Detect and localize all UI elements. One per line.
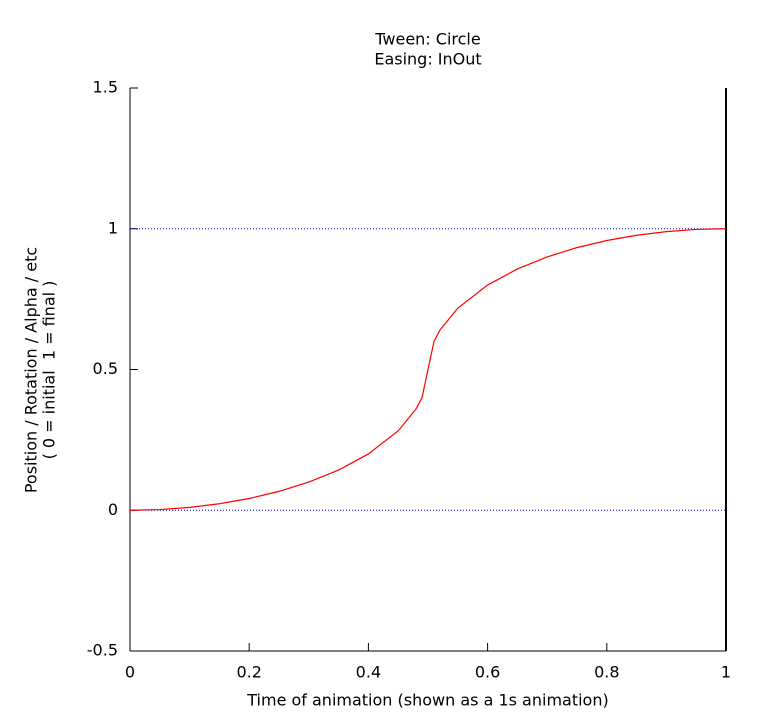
x-tick-label: 1: [721, 663, 731, 682]
x-tick-label: 0: [125, 663, 135, 682]
x-tick-label: 0.8: [594, 663, 619, 682]
x-tick-label: 0.6: [475, 663, 500, 682]
y-tick-label: 0.5: [93, 359, 118, 378]
y-tick-label: 1.5: [93, 78, 118, 97]
y-axis-label: Position / Rotation / Alpha / etc: [22, 247, 41, 493]
x-axis-label: Time of animation (shown as a 1s animati…: [246, 691, 608, 710]
chart-subtitle: Easing: InOut: [374, 50, 481, 69]
y-tick-label: 0: [108, 500, 118, 519]
x-tick-label: 0.4: [356, 663, 381, 682]
y-tick-label: -0.5: [87, 641, 118, 660]
x-tick-label: 0.2: [236, 663, 261, 682]
y-axis-label: ( 0 = initial 1 = final ): [40, 281, 59, 460]
chart-title: Tween: Circle: [374, 30, 480, 49]
y-tick-label: 1: [108, 218, 118, 237]
data-line: [129, 228, 727, 511]
